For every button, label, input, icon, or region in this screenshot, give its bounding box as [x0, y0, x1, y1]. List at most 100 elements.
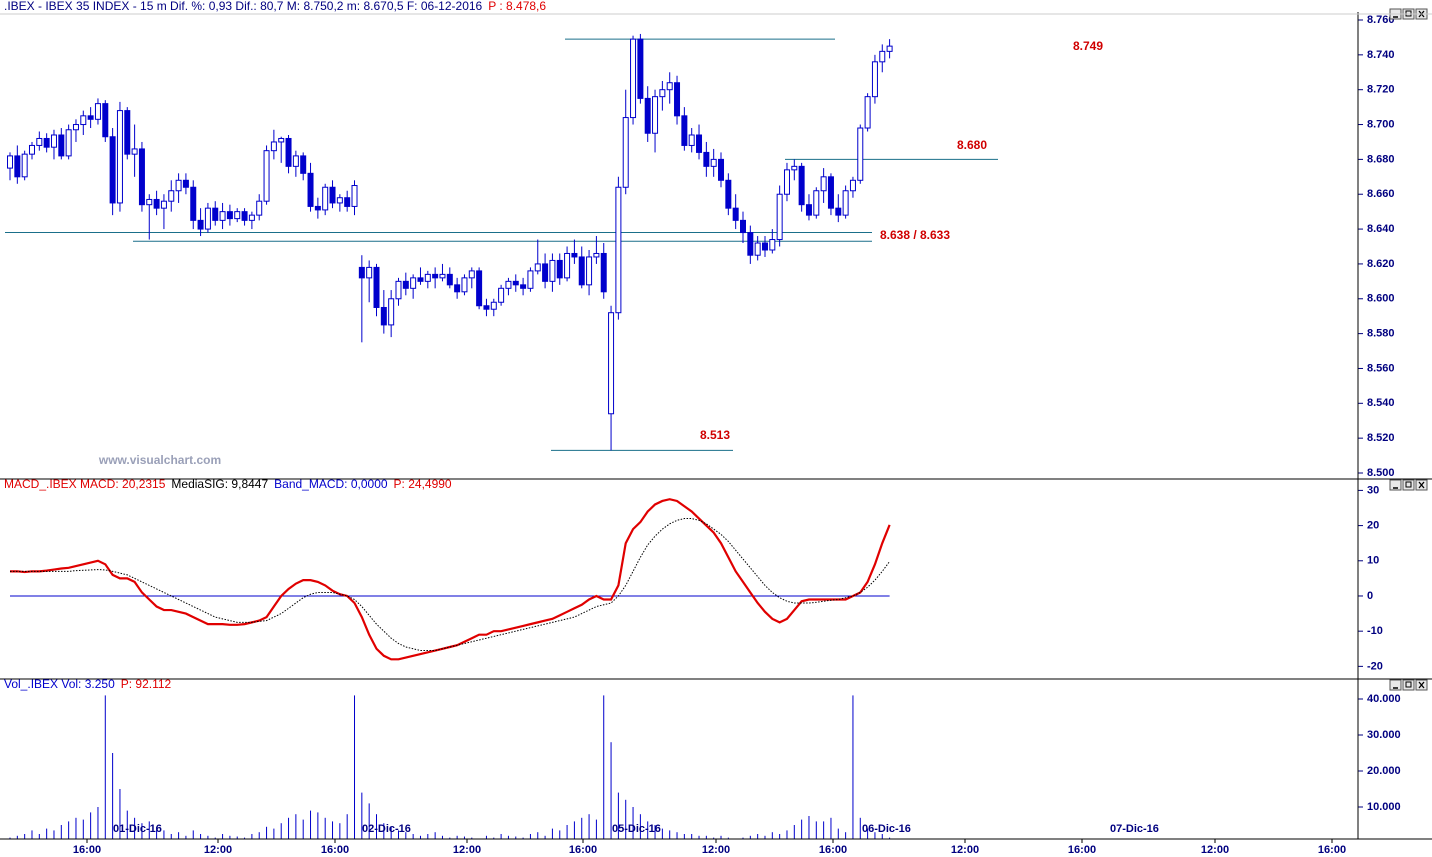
volume-bar: [361, 792, 363, 843]
volume-bar: [68, 821, 70, 843]
candle-body: [468, 270, 475, 279]
y-tick-label: 30.000: [1367, 729, 1401, 741]
candle-body: [358, 266, 365, 279]
candle-body: [710, 158, 717, 167]
volume-bar: [661, 828, 663, 843]
candle-body: [534, 263, 541, 272]
candle-body: [432, 273, 439, 279]
candle-body: [439, 273, 446, 279]
volume-bar: [134, 817, 136, 843]
candle-body: [549, 259, 556, 282]
candle-body: [512, 280, 519, 286]
candle-body: [586, 256, 593, 286]
volume-bar: [97, 807, 99, 843]
window-button[interactable]: [1389, 479, 1402, 491]
volume-bar: [383, 823, 385, 843]
candle-body: [857, 127, 864, 181]
button-frame: [1402, 679, 1415, 691]
volume-bar: [346, 814, 348, 843]
candle-body: [388, 298, 395, 326]
candle-body: [886, 45, 893, 52]
y-tick-label: 20: [1367, 519, 1379, 531]
y-tick-label: 8.520: [1367, 432, 1395, 444]
candle-body: [681, 115, 688, 146]
candle-body: [138, 148, 145, 206]
date-label: 01-Dic-16: [113, 823, 162, 835]
volume-bar: [632, 807, 634, 843]
header-text: MACD_.IBEX MACD: 20,2315: [4, 477, 166, 491]
volume-bar: [104, 695, 106, 843]
volume-bar: [397, 830, 399, 843]
volume-bar: [815, 821, 817, 843]
y-tick-label: 8.660: [1367, 188, 1395, 200]
candle-body: [226, 211, 233, 220]
candle-body: [417, 277, 424, 282]
volume-bar: [141, 823, 143, 843]
candle-body: [329, 186, 336, 204]
candle-body: [608, 312, 615, 415]
y-tick-label: 20.000: [1367, 765, 1401, 777]
watermark: www.visualchart.com: [98, 453, 221, 467]
volume-bar: [808, 816, 810, 843]
candle-body: [234, 211, 241, 220]
window-button[interactable]: [1415, 479, 1428, 491]
candle-body: [564, 252, 571, 279]
y-tick-label: 8.560: [1367, 362, 1395, 374]
candle-body: [674, 82, 681, 117]
y-tick-label: 8.740: [1367, 49, 1395, 61]
x-tick-label: 16:00: [321, 844, 349, 856]
volume-bar: [405, 832, 407, 843]
volume-bar: [119, 789, 121, 843]
candle-body: [454, 284, 461, 293]
y-tick-label: 8.720: [1367, 84, 1395, 96]
candle-body: [248, 214, 255, 221]
candle-body: [168, 190, 175, 202]
candle-body: [424, 273, 431, 282]
volume-bar: [156, 826, 158, 843]
button-frame: [1389, 479, 1402, 491]
y-tick-label: 8.760: [1367, 14, 1395, 26]
candle-body: [58, 134, 65, 157]
candle-body: [285, 137, 292, 167]
header-text: Vol_.IBEX Vol: 3.250: [4, 677, 115, 691]
volume-bar: [324, 817, 326, 843]
volume-bar: [852, 695, 854, 843]
volume-bar: [75, 817, 77, 843]
volume-bar: [148, 821, 150, 843]
candle-body: [131, 148, 138, 155]
volume-bar: [595, 819, 597, 843]
candle-body: [652, 96, 659, 134]
candle-body: [160, 200, 167, 209]
window-button[interactable]: [1402, 479, 1415, 491]
window-button[interactable]: [1415, 679, 1428, 691]
window-button[interactable]: [1402, 679, 1415, 691]
volume-bar: [830, 817, 832, 843]
candle-body: [761, 242, 768, 251]
candle-body: [395, 280, 402, 300]
candle-body: [754, 242, 761, 256]
candle-body: [380, 306, 387, 326]
volume-bar: [845, 832, 847, 843]
panel-header: Vol_.IBEX Vol: 3.250 P: 92.112: [4, 677, 172, 691]
volume-bar: [566, 825, 568, 843]
candle-body: [732, 207, 739, 221]
candle-body: [65, 129, 72, 157]
window-button[interactable]: [1389, 679, 1402, 691]
volume-bar: [31, 830, 33, 843]
volume-bar: [339, 823, 341, 843]
volume-bar: [617, 792, 619, 843]
candle-body: [813, 190, 820, 216]
candle-body: [336, 197, 343, 204]
x-tick-label: 12:00: [1201, 844, 1229, 856]
candle-body: [769, 239, 776, 251]
candle-body: [688, 134, 695, 146]
candle-body: [871, 61, 878, 98]
y-tick-label: 40.000: [1367, 693, 1401, 705]
candle-body: [879, 50, 886, 63]
volume-bar: [82, 819, 84, 843]
date-label: 05-Dic-16: [612, 823, 661, 835]
volume-bar: [46, 828, 48, 843]
volume-bar: [192, 830, 194, 843]
candle-body: [490, 301, 497, 310]
